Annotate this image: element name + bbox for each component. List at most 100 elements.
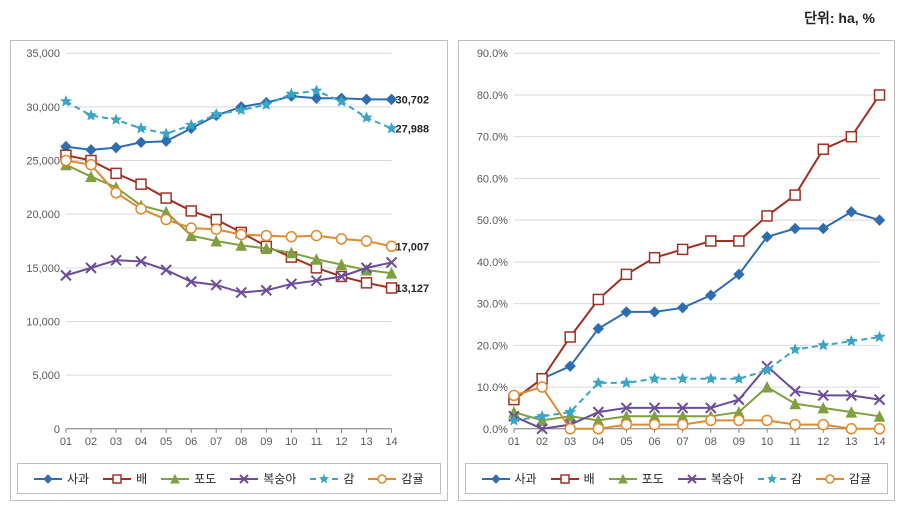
marker-pear <box>762 211 772 221</box>
legend-label-pear: 배 <box>136 470 147 487</box>
legend-item-apple: 사과 <box>482 470 537 487</box>
marker-citrus <box>136 204 146 214</box>
persimmon-swatch <box>310 473 338 485</box>
peach-swatch <box>230 473 258 485</box>
marker-citrus <box>762 415 772 425</box>
svg-text:14: 14 <box>385 436 397 448</box>
legend-label-peach: 복숭아 <box>711 470 744 487</box>
marker-citrus <box>286 232 296 242</box>
svg-text:0.0%: 0.0% <box>482 424 507 436</box>
svg-text:01: 01 <box>60 436 72 448</box>
legend-label-persimmon: 감 <box>343 470 354 487</box>
legend-item-apple: 사과 <box>34 470 89 487</box>
marker-citrus <box>186 223 196 233</box>
marker-pear <box>186 206 196 216</box>
marker-citrus <box>565 424 575 434</box>
marker-pear <box>361 278 371 288</box>
marker-citrus <box>336 234 346 244</box>
svg-text:30,000: 30,000 <box>26 102 60 114</box>
svg-text:13: 13 <box>845 436 857 448</box>
marker-pear <box>211 215 221 225</box>
marker-citrus <box>733 415 743 425</box>
legend-label-grape: 포도 <box>642 470 664 487</box>
svg-text:15,000: 15,000 <box>26 263 60 275</box>
marker-citrus <box>874 424 884 434</box>
chart-left: 05,00010,00015,00020,00025,00030,00035,0… <box>11 41 447 457</box>
marker-pear <box>565 332 575 342</box>
marker-citrus <box>161 215 171 225</box>
svg-text:08: 08 <box>235 436 247 448</box>
svg-text:02: 02 <box>535 436 547 448</box>
marker-pear <box>161 193 171 203</box>
svg-text:12: 12 <box>817 436 829 448</box>
marker-citrus <box>790 420 800 430</box>
marker-pear <box>593 294 603 304</box>
marker-pear <box>705 236 715 246</box>
peach-swatch <box>678 473 706 485</box>
marker-citrus <box>236 230 246 240</box>
marker-citrus <box>705 415 715 425</box>
end-label-apple: 30,702 <box>396 94 430 106</box>
legend-item-persimmon: 감 <box>758 470 802 487</box>
svg-text:10: 10 <box>760 436 772 448</box>
svg-text:11: 11 <box>311 436 322 448</box>
legend-item-pear: 배 <box>551 470 595 487</box>
svg-text:0: 0 <box>54 424 60 436</box>
pear-swatch <box>103 473 131 485</box>
svg-text:05: 05 <box>620 436 632 448</box>
svg-text:13: 13 <box>360 436 372 448</box>
marker-pear <box>733 236 743 246</box>
apple-swatch <box>482 473 510 485</box>
svg-text:90.0%: 90.0% <box>476 48 507 60</box>
svg-text:35,000: 35,000 <box>26 48 60 60</box>
grape-swatch <box>609 473 637 485</box>
svg-text:20,000: 20,000 <box>26 209 60 221</box>
svg-text:20.0%: 20.0% <box>476 340 507 352</box>
svg-text:06: 06 <box>648 436 660 448</box>
pear-swatch <box>551 473 579 485</box>
svg-text:40.0%: 40.0% <box>476 257 507 269</box>
svg-text:25,000: 25,000 <box>26 156 60 168</box>
marker-citrus <box>261 231 271 241</box>
marker-citrus <box>846 424 856 434</box>
legend-item-peach: 복숭아 <box>678 470 744 487</box>
svg-text:07: 07 <box>210 436 222 448</box>
svg-text:05: 05 <box>160 436 172 448</box>
legend-label-pear: 배 <box>584 470 595 487</box>
marker-pear <box>790 190 800 200</box>
marker-citrus <box>508 390 518 400</box>
chart-right-box: 0.0%10.0%20.0%30.0%40.0%50.0%60.0%70.0%8… <box>458 40 896 501</box>
svg-text:04: 04 <box>592 436 604 448</box>
legend-label-citrus: 감귤 <box>401 470 423 487</box>
legend-item-citrus: 감귤 <box>368 470 423 487</box>
svg-text:02: 02 <box>85 436 97 448</box>
svg-text:09: 09 <box>732 436 744 448</box>
marker-pear <box>649 253 659 263</box>
marker-pear <box>677 244 687 254</box>
svg-text:08: 08 <box>704 436 716 448</box>
legend-label-apple: 사과 <box>67 470 89 487</box>
marker-pear <box>111 168 121 178</box>
marker-pear <box>136 179 146 189</box>
end-label-persimmon: 27,988 <box>396 123 430 135</box>
svg-text:50.0%: 50.0% <box>476 215 507 227</box>
legend-label-citrus: 감귤 <box>849 470 871 487</box>
marker-citrus <box>537 382 547 392</box>
legend-label-peach: 복숭아 <box>263 470 296 487</box>
svg-text:03: 03 <box>564 436 576 448</box>
svg-text:10,000: 10,000 <box>26 316 60 328</box>
svg-text:70.0%: 70.0% <box>476 132 507 144</box>
grape-swatch <box>161 473 189 485</box>
svg-text:10: 10 <box>285 436 297 448</box>
unit-label: 단위: ha, % <box>804 8 875 28</box>
legend-label-grape: 포도 <box>194 470 216 487</box>
marker-citrus <box>818 420 828 430</box>
legend-item-pear: 배 <box>103 470 147 487</box>
marker-citrus <box>649 420 659 430</box>
legend-label-apple: 사과 <box>515 470 537 487</box>
legend-item-grape: 포도 <box>609 470 664 487</box>
marker-pear <box>874 90 884 100</box>
marker-citrus <box>61 156 71 166</box>
marker-citrus <box>593 424 603 434</box>
marker-citrus <box>111 188 121 198</box>
